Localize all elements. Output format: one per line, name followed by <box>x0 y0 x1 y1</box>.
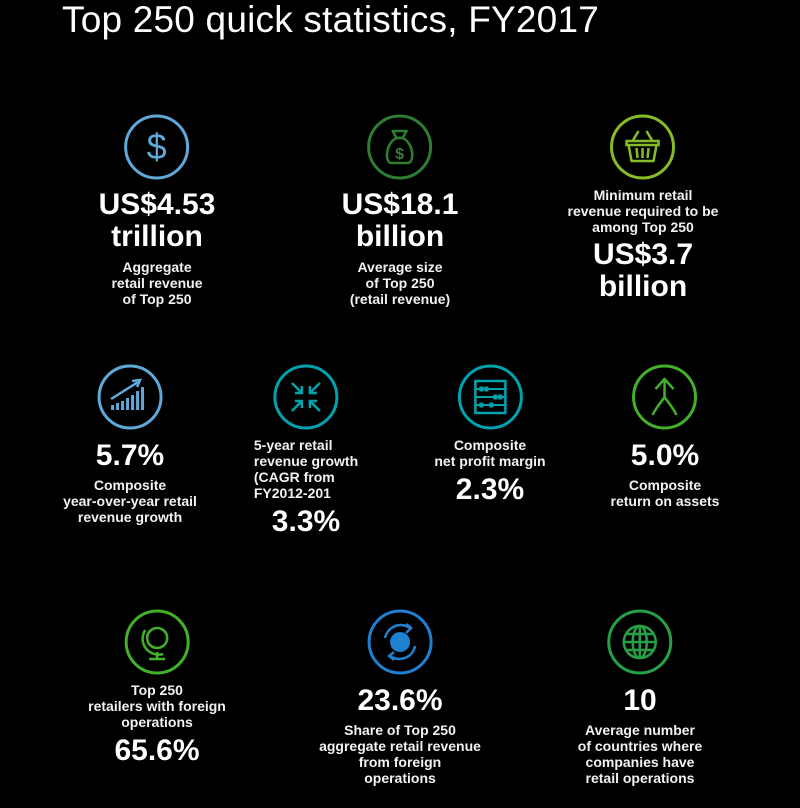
stat-value: 5.7% <box>95 439 165 472</box>
stat-value: 23.6% <box>357 684 443 717</box>
stat-foreign-share: 23.6% Share of Top 250 aggregate retail … <box>319 608 481 786</box>
merge-arrow-icon <box>632 364 698 430</box>
stat-yoy-growth: 5.7% Composite year-over-year retail rev… <box>63 363 197 525</box>
stat-minimum-revenue: Minimum retail revenue required to be am… <box>567 113 719 303</box>
stat-description: Average size of Top 250 (retail revenue) <box>349 259 451 307</box>
svg-text:$: $ <box>147 126 167 167</box>
stat-description: Average number of countries where compan… <box>577 722 703 786</box>
globe-stand-icon <box>124 609 190 675</box>
stat-value: US$3.7 <box>592 238 694 271</box>
stat-value: 2.3% <box>455 473 525 506</box>
stat-description: Composite net profit margin <box>434 437 546 469</box>
svg-text:$: $ <box>396 146 405 163</box>
stat-description: Share of Top 250 aggregate retail revenu… <box>319 722 481 786</box>
world-grid-icon <box>607 609 673 675</box>
stat-description: Top 250 retailers with foreign operation… <box>88 682 226 730</box>
abacus-icon <box>457 364 523 430</box>
globe-arrows-icon <box>367 609 433 675</box>
growth-chart-icon <box>97 364 163 430</box>
stat-value: trillion <box>111 220 203 253</box>
stat-value: 5.0% <box>630 439 700 472</box>
page-title: Top 250 quick statistics, FY2017 <box>62 0 600 40</box>
stat-aggregate-revenue: $ US$4.53 trillion Aggregate retail reve… <box>98 113 216 307</box>
stat-description: Minimum retail revenue required to be am… <box>567 187 719 235</box>
dollar-sign-icon: $ <box>124 114 190 180</box>
money-bag-icon: $ <box>367 114 433 180</box>
stat-value: 10 <box>623 684 657 717</box>
stat-value: 65.6% <box>114 734 200 767</box>
stat-average-countries: 10 Average number of countries where com… <box>578 608 702 786</box>
stat-description: Composite year-over-year retail revenue … <box>63 477 197 525</box>
stat-net-profit: Composite net profit margin 2.3% <box>434 363 546 507</box>
shopping-basket-icon <box>610 114 676 180</box>
stat-description: Composite return on assets <box>610 477 720 509</box>
stat-foreign-operations: Top 250 retailers with foreign operation… <box>88 608 226 768</box>
stat-description: 5-year retail revenue growth (CAGR from … <box>253 437 359 501</box>
compress-arrows-icon <box>273 364 339 430</box>
stat-value: billion <box>598 270 688 303</box>
stat-value: US$4.53 <box>98 188 216 221</box>
stat-average-size: $ US$18.1 billion Average size of Top 25… <box>341 113 459 307</box>
stat-value: billion <box>355 220 445 253</box>
stat-value: 3.3% <box>271 505 341 538</box>
stat-return-on-assets: 5.0% Composite return on assets <box>610 363 720 509</box>
stat-cagr: 5-year retail revenue growth (CAGR from … <box>254 363 358 539</box>
stat-description: Aggregate retail revenue of Top 250 <box>111 259 203 307</box>
stat-value: US$18.1 <box>341 188 459 221</box>
